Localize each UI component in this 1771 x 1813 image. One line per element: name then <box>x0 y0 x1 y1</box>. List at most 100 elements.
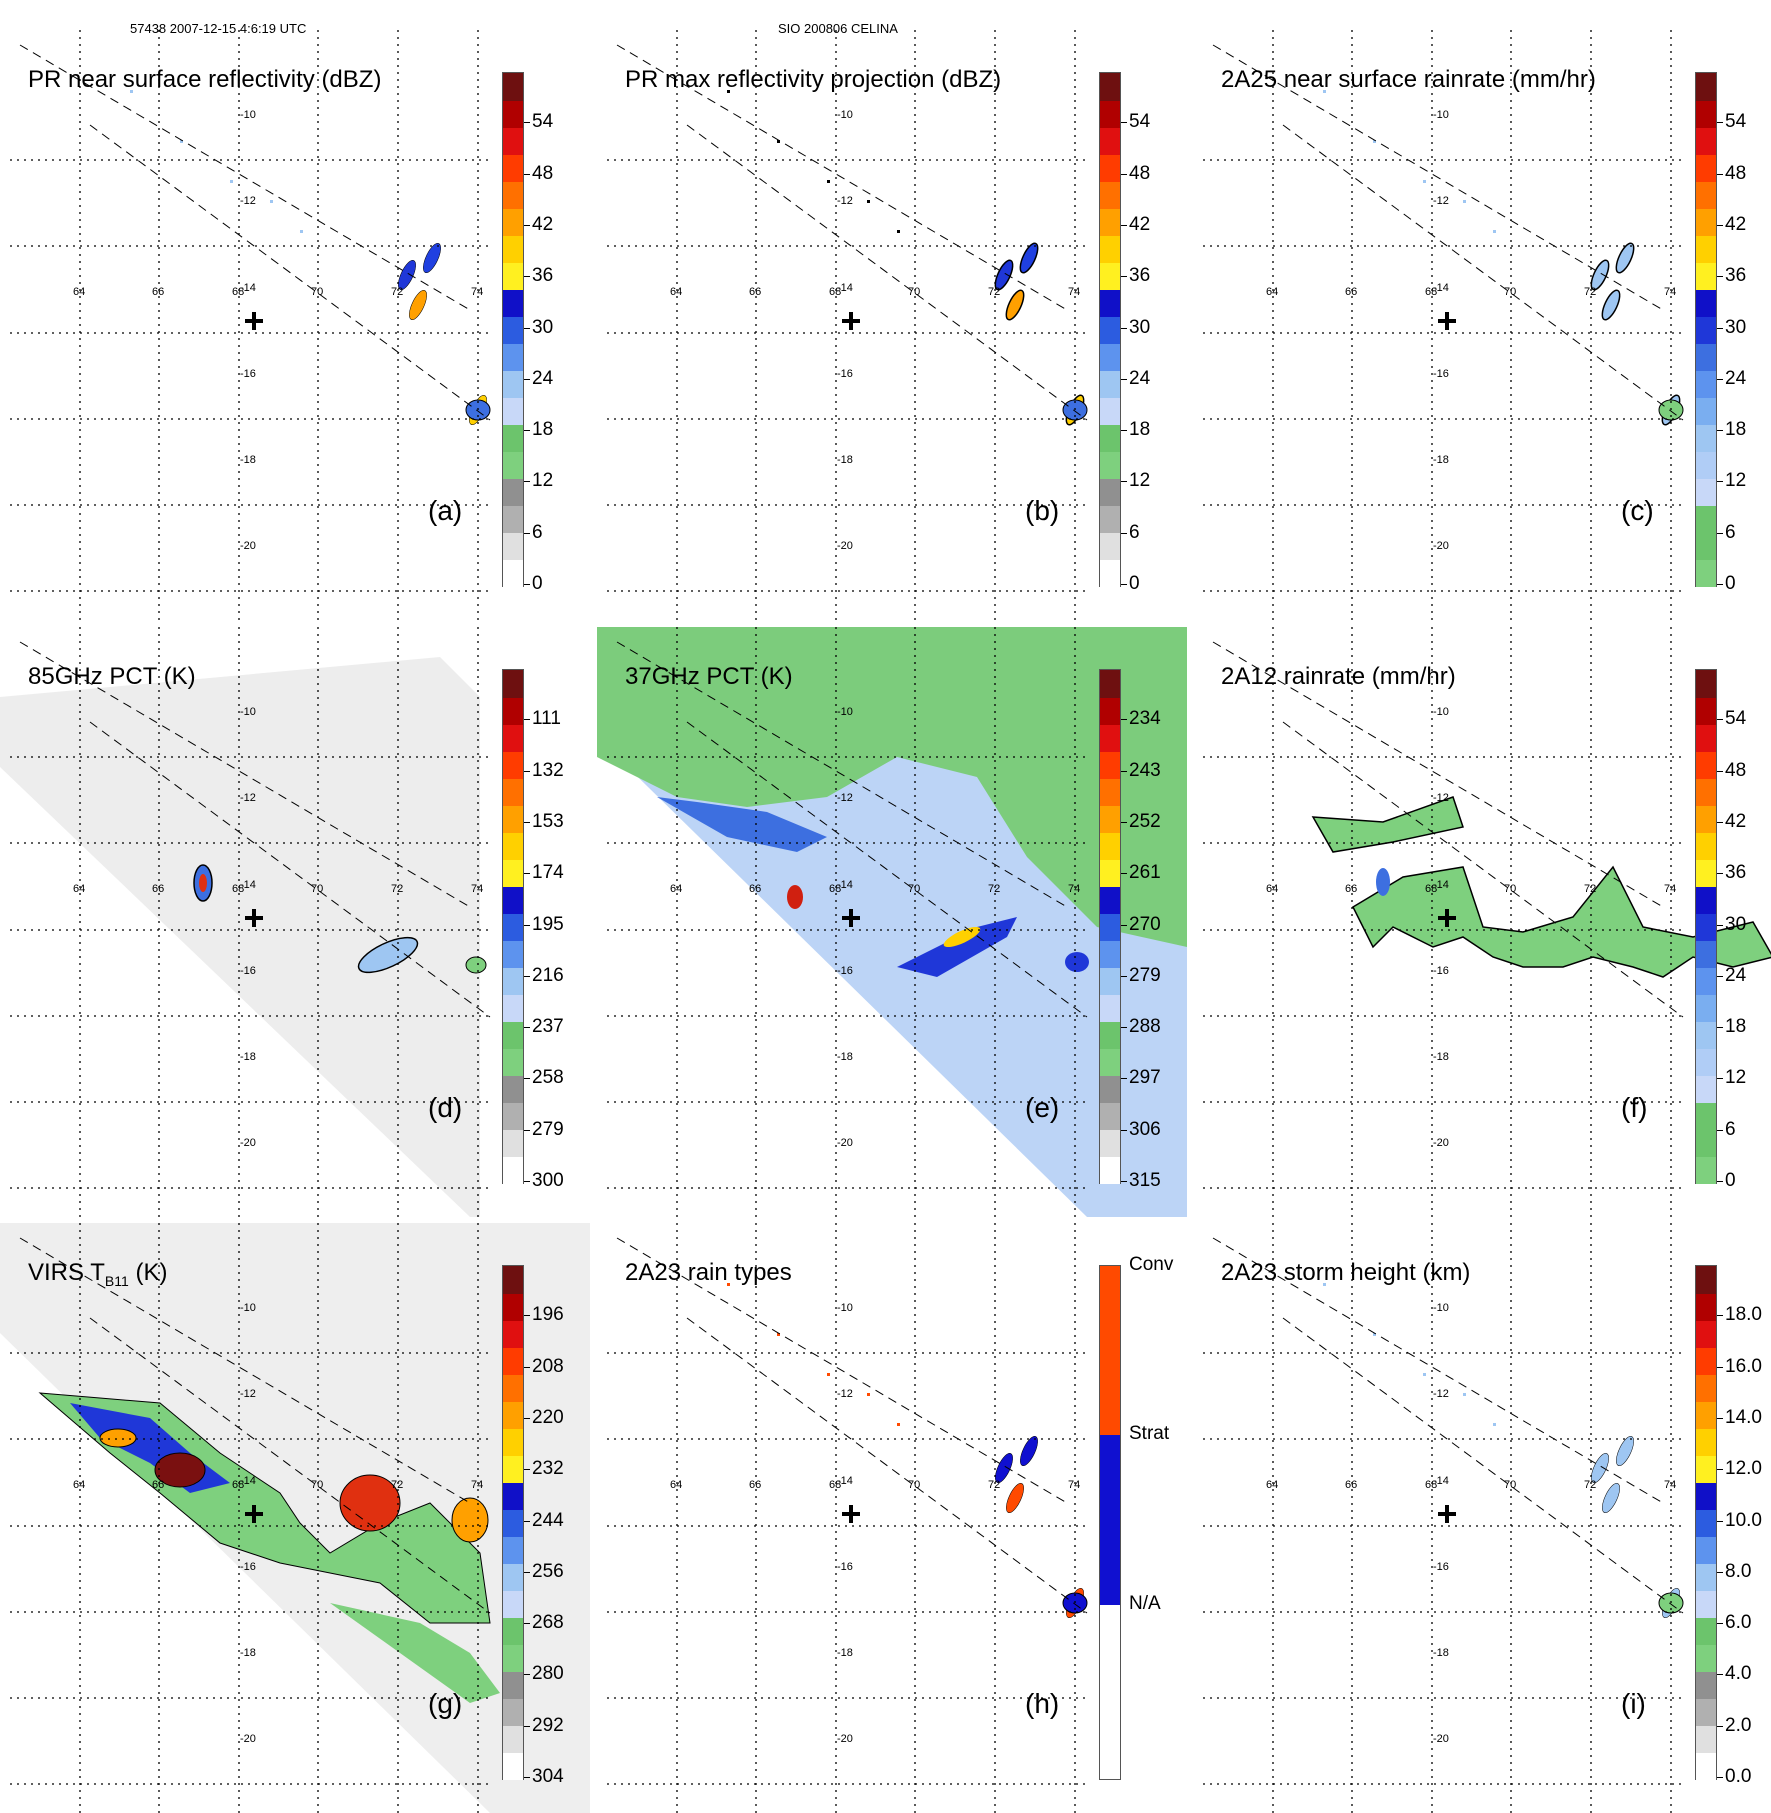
orbit-timestamp: 57438 2007-12-15 4:6:19 UTC <box>130 21 307 36</box>
colorbar <box>502 669 524 1184</box>
colorbar-segment <box>1100 235 1120 263</box>
colorbar-tick <box>1717 1129 1723 1131</box>
colorbar-segment <box>1696 235 1716 263</box>
colorbar-tick <box>524 224 530 226</box>
graticule <box>607 627 1087 1217</box>
colorbar-label: 24 <box>1725 964 1747 986</box>
colorbar-tick <box>1717 481 1723 483</box>
colorbar-label: Conv <box>1129 1254 1174 1275</box>
colorbar-segment <box>1100 751 1120 779</box>
lat-label: -10 <box>837 109 853 121</box>
colorbar-label: 12 <box>1725 1067 1747 1089</box>
panel-title: 2A23 rain types <box>625 1259 792 1286</box>
lat-label: -12 <box>1433 1388 1449 1400</box>
colorbar-segment <box>1696 886 1716 914</box>
colorbar-segment <box>1100 289 1120 317</box>
colorbar-label: 30 <box>532 316 554 338</box>
colorbar-label: 4.0 <box>1725 1663 1752 1685</box>
colorbar-tick <box>524 1469 530 1471</box>
lon-label: 64 <box>1266 883 1278 895</box>
colorbar-label: 36 <box>1725 862 1747 884</box>
lon-label: 74 <box>1068 286 1080 298</box>
colorbar-label: 10.0 <box>1725 1509 1762 1531</box>
colorbar-segment <box>1100 670 1120 698</box>
colorbar-label: 208 <box>532 1355 564 1377</box>
colorbar-segment <box>1100 1435 1120 1605</box>
colorbar-label: 18 <box>1725 1016 1747 1038</box>
colorbar-segment <box>1696 1266 1716 1294</box>
colorbar-label: 292 <box>532 1714 564 1736</box>
colorbar-tick <box>524 1520 530 1522</box>
colorbar-label: 256 <box>532 1560 564 1582</box>
colorbar-segment <box>1100 451 1120 479</box>
colorbar-tick <box>1717 1725 1723 1727</box>
lat-label: -16 <box>837 965 853 977</box>
colorbar-segment <box>1100 397 1120 425</box>
colorbar-segment <box>1100 559 1120 587</box>
lat-label: -10 <box>1433 109 1449 121</box>
colorbar-segment <box>1100 532 1120 560</box>
colorbar-label: 315 <box>1129 1170 1161 1191</box>
colorbar-label: 0 <box>532 573 543 594</box>
swath-edges <box>1212 44 1684 421</box>
lon-label: 68 <box>829 1479 841 1491</box>
colorbar-tick <box>1121 1078 1127 1080</box>
colorbar-segment <box>1696 559 1716 587</box>
colorbar-label: 279 <box>532 1118 564 1140</box>
lon-label: 66 <box>1345 286 1357 298</box>
colorbar-segment <box>1100 262 1120 290</box>
colorbar-tick <box>1717 1366 1723 1368</box>
colorbar-label: 111 <box>532 708 561 730</box>
colorbar-label: 244 <box>532 1509 564 1531</box>
map-panel-g: 64 66 68 70 72 74 -10 -12 -14 -16 -18 -20 VIRS TB11 … <box>0 1223 590 1813</box>
map-panel-b: 64 66 68 70 72 74 -10 -12 -14 -16 -18 -20 PR max ref… <box>597 30 1187 620</box>
colorbar-segment <box>503 1266 523 1294</box>
colorbar-segment <box>1696 262 1716 290</box>
colorbar-segment <box>503 289 523 317</box>
lon-label: 66 <box>152 883 164 895</box>
lon-label: 70 <box>311 286 323 298</box>
swath-edges <box>1212 1237 1684 1614</box>
lon-label: 74 <box>1664 286 1676 298</box>
panel-title: 2A25 near surface rainrate (mm/hr) <box>1221 66 1596 93</box>
colorbar-label: 18.0 <box>1725 1304 1762 1326</box>
colorbar-tick <box>524 430 530 432</box>
lat-label: -20 <box>1433 1137 1449 1149</box>
lon-label: 64 <box>670 883 682 895</box>
storm-center-marker <box>842 1505 860 1523</box>
lon-label: 64 <box>670 1479 682 1491</box>
colorbar-label: 268 <box>532 1612 564 1634</box>
colorbar-label: 279 <box>1129 964 1161 986</box>
colorbar-segment <box>503 532 523 560</box>
storm-center-marker <box>1438 1505 1456 1523</box>
colorbar-label: 54 <box>1129 111 1151 133</box>
colorbar-segment <box>503 316 523 344</box>
colorbar-segment <box>503 1617 523 1645</box>
colorbar-tick <box>1717 584 1723 585</box>
colorbar-segment <box>503 235 523 263</box>
colorbar-segment <box>1100 1129 1120 1157</box>
colorbar-tick <box>524 1417 530 1419</box>
lat-label: -16 <box>837 368 853 380</box>
colorbar-segment <box>1696 154 1716 182</box>
colorbar-segment <box>1696 1698 1716 1726</box>
colorbar-segment <box>1696 181 1716 209</box>
colorbar-tick <box>524 1366 530 1368</box>
colorbar-segment <box>1696 697 1716 725</box>
colorbar-segment <box>1696 127 1716 155</box>
colorbar-segment <box>1100 724 1120 752</box>
colorbar-tick <box>1121 770 1127 772</box>
colorbar <box>502 72 524 587</box>
lat-label: -20 <box>1433 1733 1449 1745</box>
colorbar-segment <box>1100 1604 1120 1779</box>
colorbar-segment <box>503 913 523 941</box>
colorbar-segment <box>503 424 523 452</box>
colorbar-segment <box>503 1482 523 1510</box>
colorbar-segment <box>1696 1048 1716 1076</box>
colorbar-segment <box>503 1048 523 1076</box>
colorbar-segment <box>503 1752 523 1780</box>
colorbar-segment <box>1696 532 1716 560</box>
storm-center-marker <box>245 1505 263 1523</box>
colorbar-segment <box>1696 1401 1716 1429</box>
colorbar-tick <box>1121 276 1127 278</box>
